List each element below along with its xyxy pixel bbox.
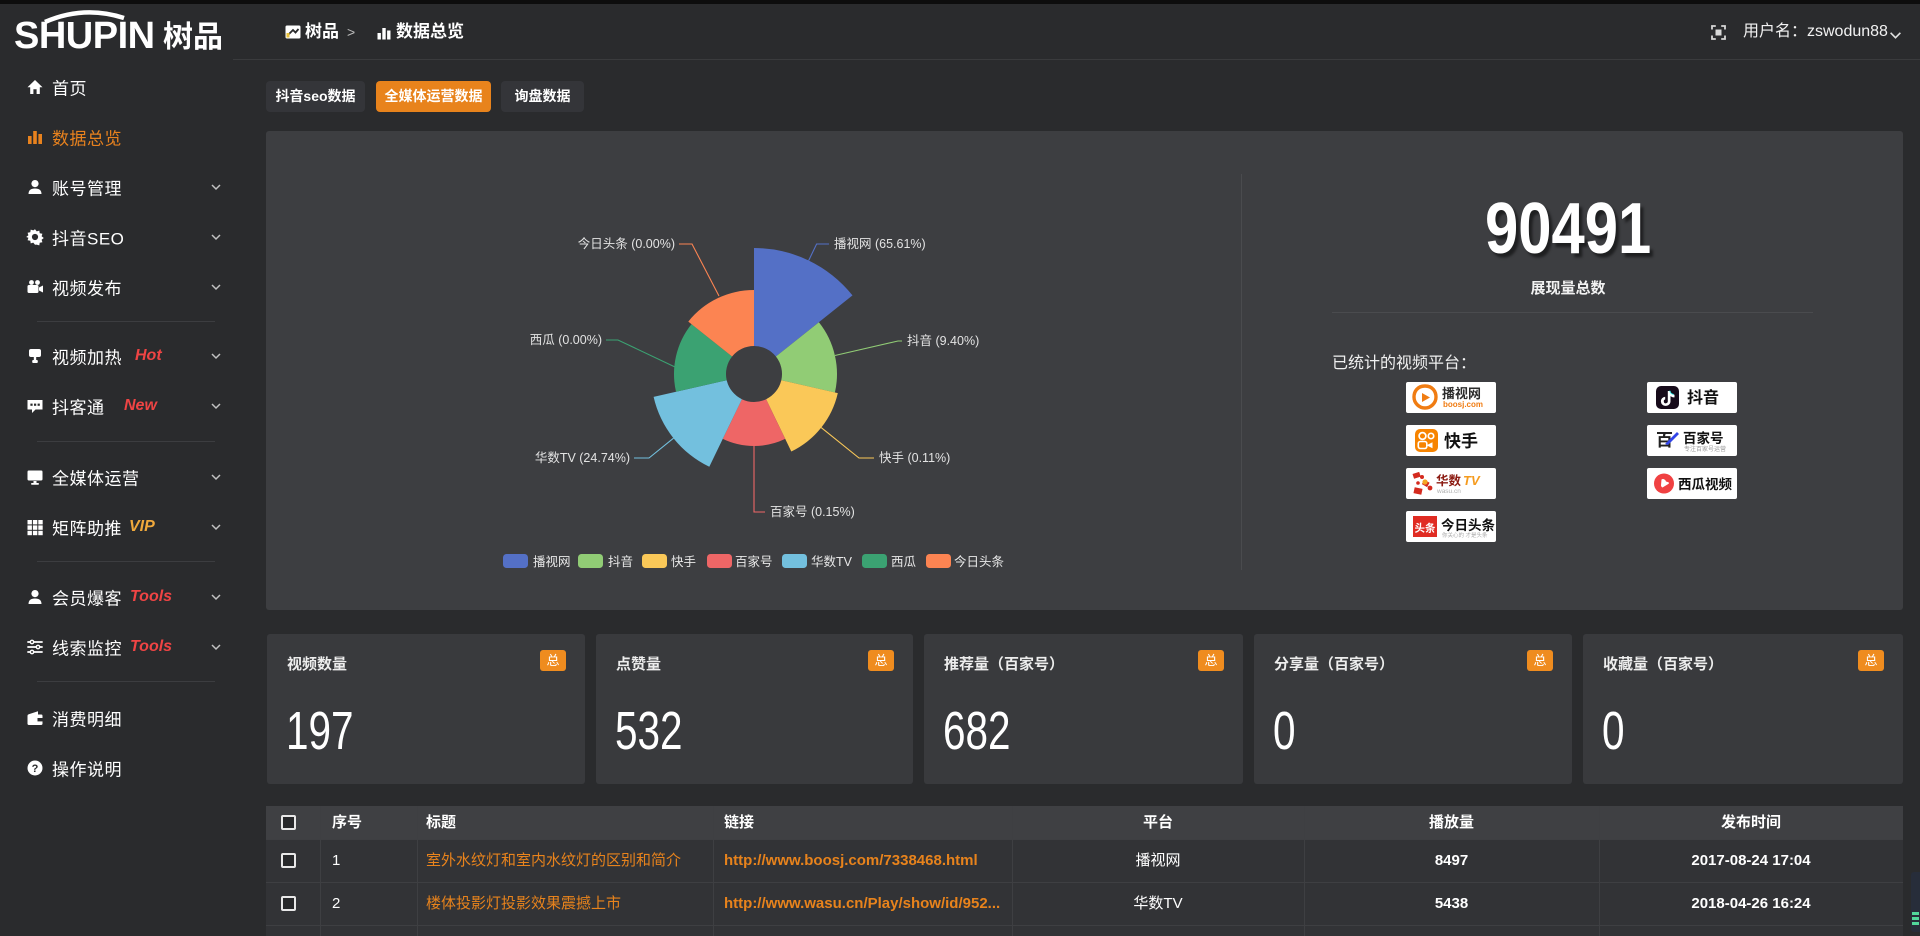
svg-text:你关心的 才是头条: 你关心的 才是头条 [1442,531,1488,539]
svg-text:抖音: 抖音 [608,554,633,569]
svg-text:今日头条: 今日头条 [954,554,1005,569]
svg-text:抖音: 抖音 [1687,388,1719,407]
svg-text:?: ? [32,763,39,775]
svg-text:快手: 快手 [1444,431,1478,451]
svg-text:wasu.cn: wasu.cn [1436,488,1461,495]
svg-text:今日头条: 今日头条 [1441,517,1495,533]
svg-text:专注百家号运营: 专注百家号运营 [1684,445,1726,453]
svg-text:百家号: 百家号 [735,554,773,569]
svg-text:西瓜 (0.00%): 西瓜 (0.00%) [530,333,602,347]
svg-text:TV: TV [1463,473,1481,488]
svg-text:boosj.com: boosj.com [1443,400,1483,409]
svg-text:播视网: 播视网 [533,554,571,569]
svg-text:今日头条 (0.00%): 今日头条 (0.00%) [578,236,675,251]
svg-text:播视网: 播视网 [1442,386,1481,401]
svg-text:百: 百 [1656,431,1673,450]
svg-text:百家号 (0.15%): 百家号 (0.15%) [770,504,855,519]
svg-text:树品: 树品 [163,21,223,54]
svg-text:华数TV: 华数TV [811,554,853,569]
svg-text:抖音 (9.40%): 抖音 (9.40%) [907,333,979,348]
svg-text:头条: 头条 [1415,522,1437,535]
svg-text:播视网 (65.61%): 播视网 (65.61%) [834,236,926,251]
svg-text:华数TV (24.74%): 华数TV (24.74%) [535,450,630,465]
svg-text:西瓜: 西瓜 [891,555,917,569]
svg-text:快手: 快手 [671,555,696,569]
svg-text:西瓜视频: 西瓜视频 [1678,476,1732,492]
svg-text:华数: 华数 [1436,473,1462,488]
svg-text:百家号: 百家号 [1683,430,1724,446]
svg-text:快手 (0.11%): 快手 (0.11%) [879,451,950,465]
svg-text:SHUPIN: SHUPIN [14,15,155,57]
